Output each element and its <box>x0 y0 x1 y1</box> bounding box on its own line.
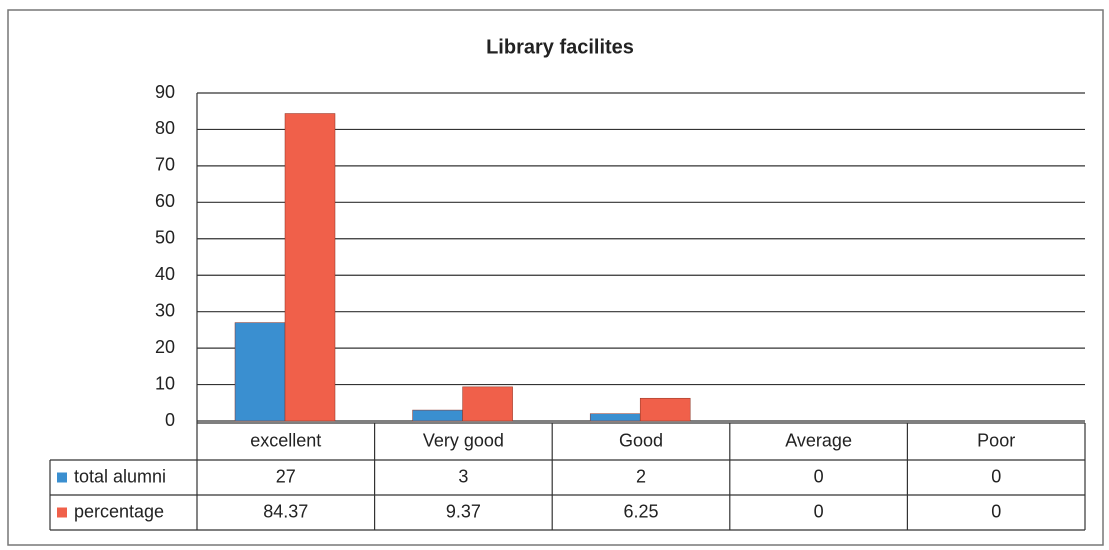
bar <box>284 113 336 422</box>
bar <box>412 409 463 422</box>
x-tick-label: Good <box>619 430 663 450</box>
table-value: 9.37 <box>446 501 481 521</box>
legend-key <box>57 472 67 483</box>
y-tick-label: 0 <box>165 410 175 430</box>
x-tick-label: Poor <box>977 430 1015 450</box>
table-value: 0 <box>991 501 1001 521</box>
chart-title: Library facilites <box>486 36 634 58</box>
x-tick-label: Average <box>785 430 852 450</box>
y-tick-label: 10 <box>155 373 175 393</box>
bar <box>462 386 513 422</box>
table-value: 0 <box>814 466 824 486</box>
y-tick-label: 80 <box>155 118 175 138</box>
x-tick-label: Very good <box>423 430 504 450</box>
table-value: 3 <box>458 466 468 486</box>
table-value: 6.25 <box>623 501 658 521</box>
chart-border <box>7 9 1104 546</box>
bar <box>639 397 691 422</box>
table-value: 0 <box>814 501 824 521</box>
legend-key <box>57 507 67 518</box>
y-tick-label: 50 <box>155 228 175 248</box>
y-tick-label: 60 <box>155 191 175 211</box>
table-value: 0 <box>991 466 1001 486</box>
table-value: 2 <box>636 466 646 486</box>
table-value: 27 <box>276 466 296 486</box>
y-tick-label: 40 <box>155 264 175 284</box>
y-tick-label: 90 <box>155 82 175 102</box>
x-tick-label: excellent <box>250 430 321 450</box>
y-tick-label: 30 <box>155 300 175 320</box>
table-value: 84.37 <box>263 501 308 521</box>
legend-label: total alumni <box>74 466 166 486</box>
bar <box>234 322 286 422</box>
bar <box>589 413 641 422</box>
legend-label: percentage <box>74 501 164 521</box>
y-tick-label: 20 <box>155 337 175 357</box>
y-tick-label: 70 <box>155 155 175 175</box>
